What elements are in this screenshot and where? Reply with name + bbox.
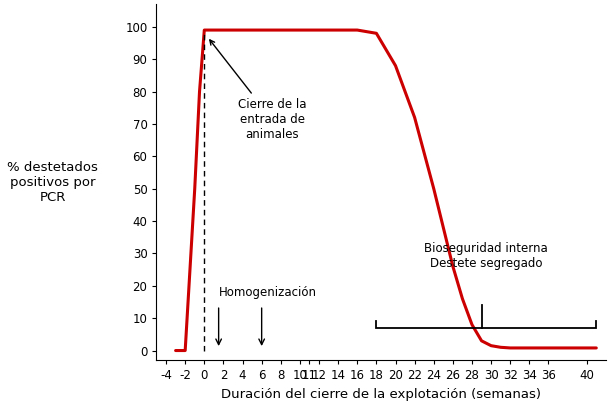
Text: Homogenización: Homogenización <box>218 286 317 299</box>
X-axis label: Duración del cierre de la explotación (semanas): Duración del cierre de la explotación (s… <box>221 388 541 401</box>
Text: % destetados
positivos por
PCR: % destetados positivos por PCR <box>7 161 98 204</box>
Text: Bioseguridad interna
Destete segregado: Bioseguridad interna Destete segregado <box>425 242 548 270</box>
Text: Cierre de la
entrada de
animales: Cierre de la entrada de animales <box>210 40 306 141</box>
